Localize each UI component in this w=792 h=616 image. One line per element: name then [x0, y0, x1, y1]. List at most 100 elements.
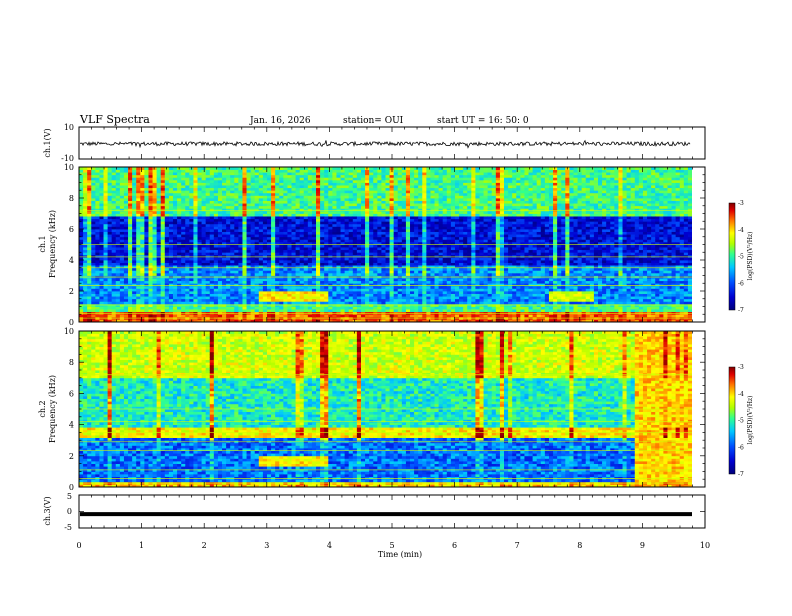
- spectrogram-cell: [177, 270, 181, 273]
- spectrogram-cell: [230, 250, 234, 253]
- spectrogram-cell: [99, 180, 103, 183]
- spectrogram-cell: [161, 216, 165, 219]
- spectrogram-cell: [99, 247, 103, 250]
- spectrogram-cell: [218, 291, 222, 294]
- spectrogram-cell: [222, 224, 226, 227]
- spectrogram-cell: [99, 299, 103, 302]
- spectrogram-cell: [104, 206, 108, 209]
- spectrogram-cell: [83, 247, 87, 250]
- spectrogram-cell: [267, 299, 271, 302]
- spectrogram-cell: [308, 221, 312, 224]
- spectrogram-cell: [157, 198, 161, 201]
- spectrogram-cell: [373, 219, 377, 222]
- spectrogram-cell: [169, 203, 173, 206]
- spectrogram-cell: [193, 309, 197, 312]
- spectrogram-cell: [259, 291, 263, 294]
- spectrogram-cell: [251, 224, 255, 227]
- spectrogram-cell: [402, 291, 406, 294]
- spectrogram-cell: [308, 193, 312, 196]
- spectrogram-cell: [320, 185, 324, 188]
- spectrogram-cell: [234, 268, 238, 271]
- spectrogram-cell: [242, 294, 246, 297]
- spectrogram-cell: [275, 294, 279, 297]
- spectrogram-cell: [104, 232, 108, 235]
- spectrogram-cell: [79, 301, 83, 304]
- spectrogram-cell: [247, 188, 251, 191]
- spectrogram-cell: [87, 226, 91, 229]
- spectrogram-cell: [173, 260, 177, 263]
- spectrogram-cell: [193, 234, 197, 237]
- spectrogram-cell: [210, 172, 214, 175]
- spectrogram-cell: [136, 273, 140, 276]
- spectrogram-cell: [308, 309, 312, 312]
- spectrogram-cell: [259, 250, 263, 253]
- spectrogram-cell: [365, 309, 369, 312]
- spectrogram-cell: [132, 273, 136, 276]
- spectrogram-cell: [292, 307, 296, 310]
- spectrogram-cell: [108, 201, 112, 204]
- spectrogram-cell: [108, 257, 112, 260]
- spectrogram-cell: [91, 175, 95, 178]
- spectrogram-cell: [349, 255, 353, 258]
- spectrogram-cell: [332, 288, 336, 291]
- spectrogram-cell: [99, 257, 103, 260]
- spectrogram-cell: [116, 307, 120, 310]
- spectrogram-cell: [308, 170, 312, 173]
- spectrogram-cell: [210, 301, 214, 304]
- spectrogram-cell: [361, 286, 365, 289]
- spectrogram-cell: [308, 172, 312, 175]
- spectrogram-cell: [165, 193, 169, 196]
- spectrogram-cell: [242, 286, 246, 289]
- spectrogram-cell: [377, 208, 381, 211]
- spectrogram-cell: [238, 296, 242, 299]
- spectrogram-cell: [157, 201, 161, 204]
- spectrogram-cell: [153, 252, 157, 255]
- spectrogram-cell: [124, 229, 128, 232]
- spectrogram-cell: [275, 183, 279, 186]
- spectrogram-cell: [95, 239, 99, 242]
- spectrogram-cell: [316, 309, 320, 312]
- spectrogram-cell: [79, 224, 83, 227]
- spectrogram-cell: [255, 291, 259, 294]
- spectrogram-cell: [263, 281, 267, 284]
- spectrogram-cell: [341, 180, 345, 183]
- spectrogram-cell: [193, 193, 197, 196]
- spectrogram-cell: [292, 229, 296, 232]
- spectrogram-cell: [177, 211, 181, 214]
- spectrogram-cell: [287, 214, 291, 217]
- spectrogram-cell: [148, 288, 152, 291]
- spectrogram-cell: [251, 216, 255, 219]
- spectrogram-cell: [300, 263, 304, 266]
- spectrogram-cell: [271, 260, 275, 263]
- spectrogram-cell: [238, 278, 242, 281]
- spectrogram-cell: [230, 214, 234, 217]
- spectrogram-cell: [234, 214, 238, 217]
- spectrogram-cell: [349, 190, 353, 193]
- spectrogram-cell: [373, 314, 377, 317]
- spectrogram-cell: [255, 288, 259, 291]
- spectrogram-cell: [365, 224, 369, 227]
- spectrogram-cell: [120, 294, 124, 297]
- spectrogram-cell: [189, 301, 193, 304]
- spectrogram-cell: [357, 177, 361, 180]
- spectrogram-cell: [320, 226, 324, 229]
- spectrogram-cell: [181, 255, 185, 258]
- spectrogram-cell: [226, 299, 230, 302]
- spectrogram-cell: [148, 299, 152, 302]
- spectrogram-cell: [169, 188, 173, 191]
- spectrogram-cell: [136, 291, 140, 294]
- spectrogram-cell: [292, 260, 296, 263]
- spectrogram-cell: [222, 211, 226, 214]
- spectrogram-cell: [267, 177, 271, 180]
- spectrogram-cell: [345, 263, 349, 266]
- spectrogram-cell: [153, 281, 157, 284]
- spectrogram-cell: [79, 291, 83, 294]
- spectrogram-cell: [230, 183, 234, 186]
- spectrogram-cell: [255, 221, 259, 224]
- spectrogram-cell: [214, 245, 218, 248]
- spectrogram-cell: [140, 211, 144, 214]
- spectrogram-cell: [402, 203, 406, 206]
- spectrogram-cell: [361, 301, 365, 304]
- spectrogram-cell: [214, 219, 218, 222]
- spectrogram-cell: [328, 257, 332, 260]
